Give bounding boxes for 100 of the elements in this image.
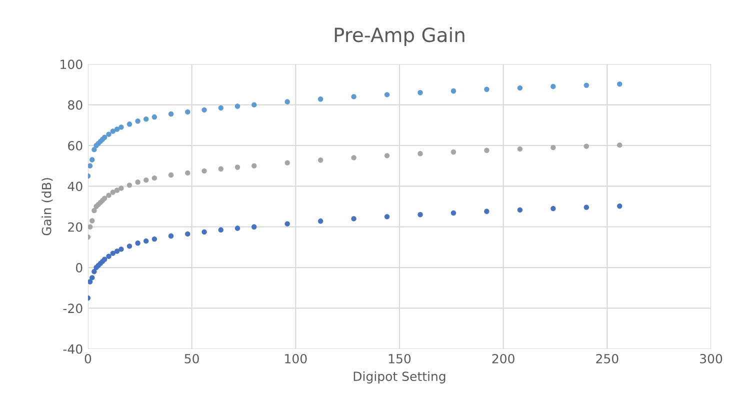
point (118, 246, 124, 252)
point (92, 146, 97, 152)
point (617, 142, 622, 148)
point (418, 151, 423, 156)
point (168, 172, 174, 178)
point (284, 160, 290, 166)
y-tick-label: 0 (76, 262, 82, 272)
point (185, 231, 190, 237)
point (252, 163, 257, 168)
point (202, 107, 207, 113)
y-tick-label: 80 (68, 100, 82, 110)
point (384, 92, 390, 98)
point (450, 149, 456, 155)
x-tick-label: 250 (596, 354, 618, 364)
y-tick-label: -40 (63, 344, 82, 354)
point (185, 109, 190, 115)
point (418, 212, 423, 218)
y-tick-label: 60 (68, 140, 82, 150)
point (144, 238, 149, 244)
point (284, 221, 290, 226)
point (152, 175, 158, 181)
point (252, 102, 257, 108)
point (218, 166, 224, 172)
point (384, 153, 390, 158)
point (218, 105, 224, 110)
point (351, 155, 356, 160)
point (351, 216, 356, 222)
point (118, 124, 124, 130)
point (450, 210, 456, 216)
point (126, 244, 132, 249)
point (92, 208, 97, 214)
point (450, 88, 456, 94)
point (484, 148, 490, 153)
point (114, 248, 120, 254)
point (168, 233, 174, 239)
point (617, 81, 622, 87)
point (517, 207, 523, 213)
point (90, 275, 95, 280)
point (484, 86, 490, 92)
point (484, 208, 490, 214)
point (234, 104, 240, 109)
point (110, 128, 116, 134)
y-axis-title: Gain (dB) (42, 178, 53, 236)
point (88, 224, 93, 230)
point (135, 118, 140, 124)
point (152, 236, 158, 242)
point (114, 126, 120, 132)
x-tick-label: 100 (285, 354, 307, 364)
x-tick-label: 200 (492, 354, 514, 364)
y-tick-label: 20 (68, 222, 82, 232)
point (152, 114, 158, 120)
point (617, 204, 622, 209)
point (118, 186, 124, 191)
y-tick-label: 100 (60, 60, 82, 70)
y-tick-label: 40 (68, 182, 82, 192)
point (517, 146, 523, 152)
point (106, 132, 112, 137)
y-tick-label: -20 (63, 304, 82, 314)
point (202, 168, 207, 174)
point (185, 170, 190, 176)
x-tick-label: 0 (84, 354, 92, 364)
point (384, 214, 390, 220)
point (252, 224, 257, 230)
point (584, 82, 589, 88)
point (202, 229, 207, 235)
point (318, 158, 324, 163)
point (88, 163, 93, 168)
point (550, 144, 556, 150)
x-axis-title: Digipot Setting (354, 371, 446, 384)
point (318, 218, 324, 224)
point (584, 204, 589, 210)
point (92, 268, 97, 274)
point (284, 99, 290, 104)
point (135, 180, 140, 185)
point (106, 254, 112, 259)
point (234, 226, 240, 231)
point (90, 157, 95, 162)
point (550, 84, 556, 90)
point (418, 90, 423, 96)
point (126, 182, 132, 188)
point (88, 279, 93, 284)
point (106, 192, 112, 198)
point (168, 111, 174, 117)
chart-title: Pre-Amp Gain (334, 27, 464, 46)
point (144, 116, 149, 122)
point (110, 250, 116, 256)
point (584, 144, 589, 149)
point (318, 96, 324, 102)
point (218, 227, 224, 232)
point (102, 256, 108, 262)
x-tick-label: 300 (700, 354, 722, 364)
point (351, 94, 356, 100)
point (110, 190, 116, 195)
point (90, 218, 95, 224)
point (517, 85, 523, 91)
x-tick-label: 150 (388, 354, 411, 364)
point (135, 240, 140, 246)
x-tick-label: 50 (184, 354, 199, 364)
point (126, 122, 132, 127)
point (114, 188, 120, 193)
